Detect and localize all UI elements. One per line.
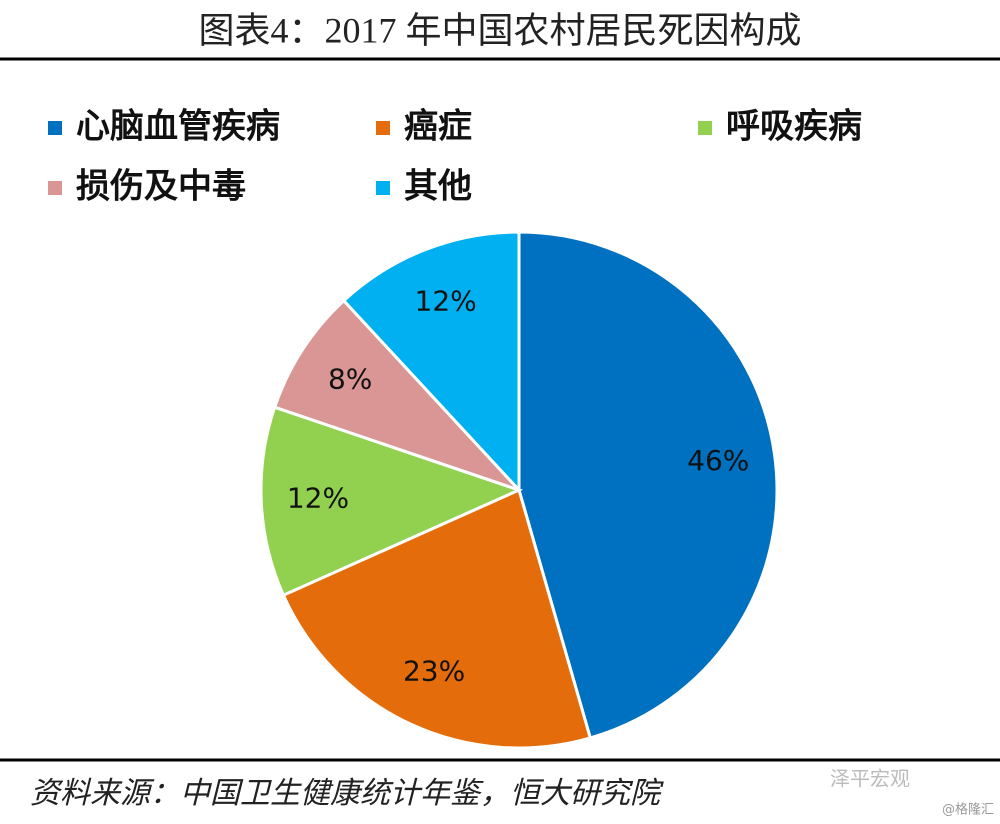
legend-label: 心脑血管疾病 [76,107,280,147]
pie-slice [281,487,593,750]
pie-slice [341,230,521,494]
legend-label: 癌症 [404,107,472,147]
legend-swatch [48,181,62,195]
data-label: 23% [403,654,465,687]
data-label: 12% [287,481,349,514]
source: 资料来源：中国卫生健康统计年鉴，恒大研究院 [30,777,664,810]
legend-label: 损伤及中毒 [76,167,246,207]
legend-label: 呼吸疾病 [726,107,862,147]
pie-slice [272,298,521,492]
legend-label: 其他 [404,167,472,207]
legend-swatch [48,121,62,135]
pie-slice [259,405,524,598]
data-label: 12% [415,285,477,318]
data-label: 8% [328,362,372,395]
data-label: 46% [687,444,749,477]
pie-slice [517,230,779,740]
watermark: @格隆汇 [942,802,994,818]
watermark: 泽平宏观 [830,767,910,791]
legend-swatch [376,121,390,135]
legend-swatch [698,121,712,135]
legend-swatch [376,181,390,195]
chart-title: 图表4：2017 年中国农村居民死因构成 [198,10,801,50]
